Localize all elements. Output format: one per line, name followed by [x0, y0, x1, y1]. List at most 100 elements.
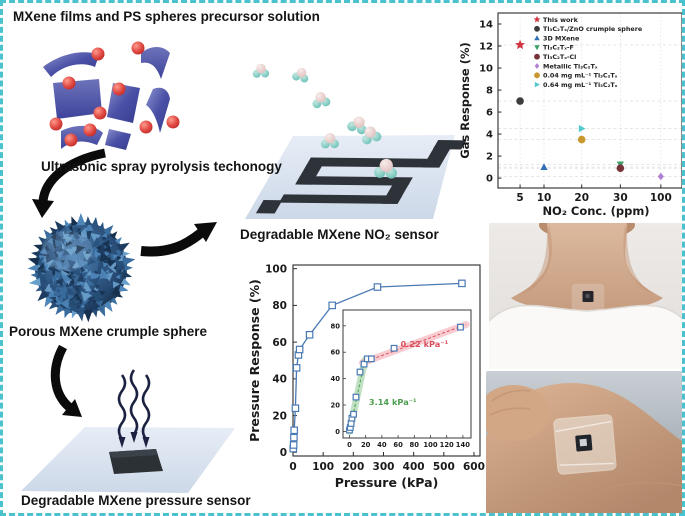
gas-y-tick: 4 [486, 130, 493, 141]
gas-legend-label: Metallic Ti₃C₂Tₓ [543, 62, 598, 70]
neck-photo [489, 223, 682, 369]
data-point-marker [291, 404, 300, 413]
data-point-marker [289, 441, 298, 449]
data-point-marker [577, 135, 586, 144]
data-point-marker [350, 410, 357, 418]
gas-y-tick: 0 [486, 174, 493, 185]
process-arrow-bottom-icon [50, 344, 82, 417]
data-point-marker [534, 63, 540, 69]
data-point-marker [534, 53, 540, 60]
pressure-y-tick: 0 [280, 447, 287, 459]
gas-chart-ylabel: Gas Response (%) [458, 42, 472, 159]
data-point-marker [390, 344, 398, 352]
shirt-collar-line [489, 304, 682, 322]
data-point-marker [328, 301, 337, 310]
data-point-marker [458, 279, 466, 288]
gas-y-tick: 12 [479, 42, 493, 53]
data-point-marker [534, 81, 540, 88]
pressure-wave-arrows-icon [117, 369, 151, 440]
shirt [489, 305, 682, 369]
inset-x-tick: 100 [423, 441, 437, 449]
pressure-x-tick: 0 [289, 461, 296, 473]
pressure-chart-xlabel: Pressure (kPa) [335, 475, 439, 490]
neck-shade-left [519, 225, 552, 295]
mxene-films-ribbons [43, 47, 170, 150]
gas-y-tick: 14 [479, 20, 493, 31]
gas-x-tick: 10 [537, 192, 552, 204]
gas-x-tick: 100 [650, 192, 672, 204]
schematic-illustration [21, 41, 467, 493]
inset-y-tick: 20 [331, 402, 341, 410]
pressure-y-tick: 60 [272, 337, 287, 349]
pressure-x-tick: 400 [403, 461, 425, 473]
inset-y-tick: 60 [331, 349, 341, 357]
wrist-sensor-chip-highlight [579, 438, 588, 447]
gas-series-2 [540, 163, 548, 170]
data-point-marker [534, 25, 540, 32]
process-arrow-right-icon [140, 222, 217, 257]
pressure-y-tick: 80 [272, 300, 287, 312]
pressure-wave-arrowheads [118, 432, 150, 448]
gas-y-tick: 6 [486, 108, 493, 119]
gas-series-1 [516, 97, 524, 105]
inset-fit-label-0: 3.14 kPa⁻¹ [369, 397, 417, 407]
gas-y-tick: 10 [479, 64, 493, 75]
inset-y-tick: 0 [335, 428, 340, 436]
gas-legend-label: This work [543, 16, 579, 24]
gas-legend-label: 3D MXene [543, 34, 580, 42]
gas-legend-label: 0.04 mg mL⁻¹ Ti₃C₂Tₓ [543, 72, 618, 80]
wrist-sensor-patch [553, 414, 617, 475]
no2-sensor-label: Degradable MXene NO₂ sensor [240, 227, 439, 242]
hand [486, 385, 550, 441]
neck-shade-right [623, 225, 655, 295]
crumple-sphere-label: Porous MXene crumple sphere [9, 324, 208, 339]
inset-y-tick: 80 [331, 322, 341, 330]
gas-series-5 [657, 172, 664, 181]
gas-legend-label: 0.64 mg mL⁻¹ Ti₃C₂Tₓ [543, 81, 618, 89]
gas-legend-label: Ti₃C₂Tₓ-Cl [543, 53, 576, 61]
pressure-x-tick: 600 [463, 461, 485, 473]
pressure-y-tick: 40 [272, 374, 287, 386]
data-point-marker [295, 345, 304, 354]
pressure-x-tick: 300 [373, 461, 395, 473]
gas-series-6 [577, 135, 586, 144]
neck [511, 223, 663, 312]
interdigitated-electrode [255, 140, 467, 214]
data-point-marker [367, 355, 375, 363]
gas-x-tick: 20 [574, 192, 589, 204]
no2-molecule-icon [347, 116, 367, 135]
inset-x-tick: 40 [377, 441, 387, 449]
pressure-sensor-label: Degradable MXene pressure sensor [21, 493, 251, 508]
inset-y-tick: 40 [331, 375, 341, 383]
data-point-marker [292, 364, 301, 372]
data-point-marker [457, 323, 464, 331]
data-point-marker [305, 330, 314, 339]
crumple-sphere [27, 213, 136, 323]
neck-sensor-chip-highlight [585, 294, 590, 298]
inset-fit-label-1: 0.22 kPa⁻¹ [401, 339, 449, 349]
pressure-x-tick: 500 [433, 461, 455, 473]
gas-series-7 [578, 124, 586, 133]
data-point-marker [356, 368, 364, 376]
data-point-marker [290, 433, 298, 442]
no2-molecule-icon [312, 92, 331, 109]
ps-spheres [49, 41, 180, 147]
pressure-x-tick: 200 [342, 461, 364, 473]
pressure-sensor-illustration [21, 369, 235, 493]
inset-x-tick: 140 [456, 441, 470, 449]
gas-series-0 [515, 39, 525, 50]
data-point-marker [534, 45, 540, 51]
data-point-marker [534, 35, 540, 41]
pressure-y-tick: 20 [272, 410, 287, 422]
no2-molecule-icon [320, 133, 339, 149]
data-point-marker [657, 172, 664, 181]
process-step-label: Ultrasonic spray pyrolysis techonogy [41, 159, 282, 174]
gas-series-4 [616, 164, 625, 172]
process-arrow-down-icon [32, 148, 106, 218]
no2-sensor-illustration [245, 135, 467, 219]
data-point-marker [534, 72, 540, 79]
